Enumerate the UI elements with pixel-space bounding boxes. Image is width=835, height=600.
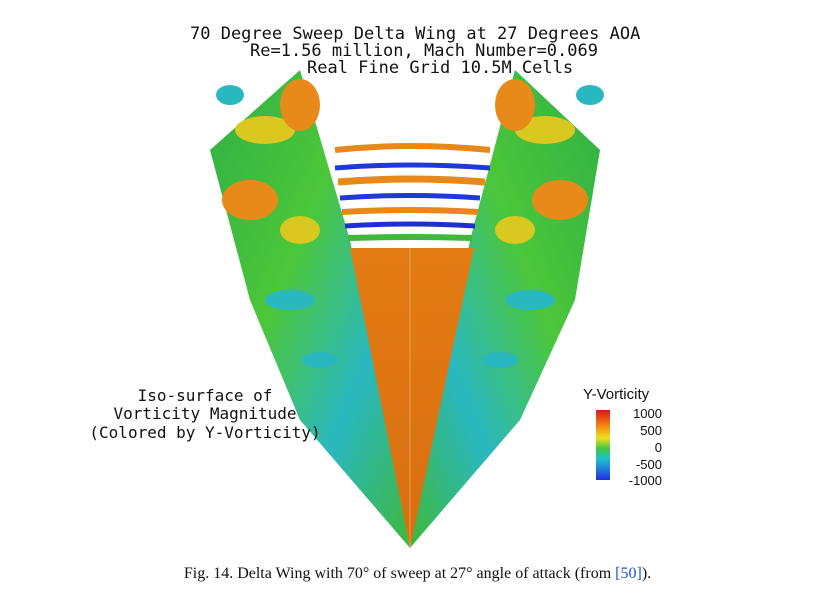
title-line-2: Re=1.56 million, Mach Number=0.069 [250,41,598,61]
wing-surface [350,248,474,548]
figure-caption: Fig. 14. Delta Wing with 70° of sweep at… [0,565,835,583]
annotation-line-1: Iso-surface of [137,386,273,405]
vortex-blobs [216,79,604,368]
annotation-line-3: (Colored by Y-Vorticity) [89,423,321,442]
caption-tail: ). [641,565,652,582]
legend-tick-minus-1000: -1000 [628,473,662,488]
caption-text: Fig. 14. Delta Wing with 70° of sweep at… [183,565,616,582]
legend-tick-1000: 1000 [633,406,662,421]
legend-tick-minus-500: -500 [635,457,662,472]
title-line-1: 70 Degree Sweep Delta Wing at 27 Degrees… [190,24,641,44]
annotation-line-2: Vorticity Magnitude [113,404,297,423]
caption-reference-link[interactable]: [50] [615,565,642,582]
legend-title: Y-Vorticity [583,386,650,403]
title-line-3: Real Fine Grid 10.5M Cells [307,58,574,78]
wake-bands [334,143,491,241]
legend-tick-500: 500 [640,423,662,438]
colorbar [596,410,610,480]
legend-tick-0: 0 [654,440,662,455]
